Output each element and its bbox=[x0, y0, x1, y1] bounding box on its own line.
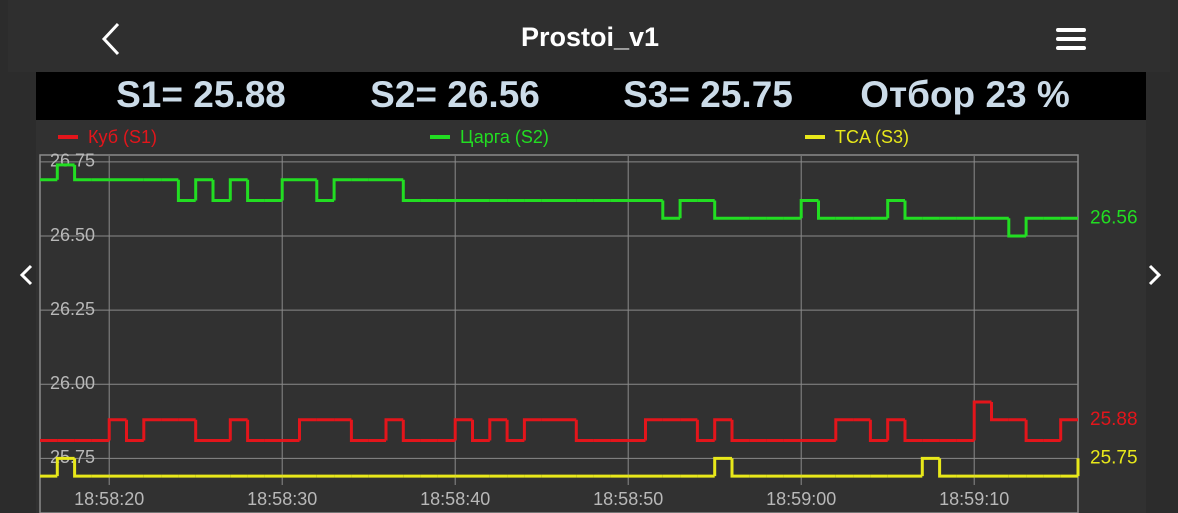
line-segment bbox=[799, 198, 819, 219]
line-segment bbox=[1007, 218, 1027, 238]
line-segment bbox=[488, 418, 508, 441]
line-segment bbox=[125, 419, 144, 443]
x-tick-label: 18:58:20 bbox=[74, 489, 144, 509]
back-button[interactable] bbox=[101, 22, 120, 56]
line-segment bbox=[228, 418, 248, 441]
y-tick-label: 26.00 bbox=[50, 373, 95, 393]
line-segment bbox=[107, 418, 127, 441]
line-segment bbox=[713, 456, 732, 477]
line-segment bbox=[713, 200, 732, 220]
line-segment bbox=[471, 419, 490, 443]
x-tick-label: 18:58:40 bbox=[420, 489, 490, 509]
line-segment bbox=[55, 163, 75, 180]
line-segment bbox=[574, 419, 594, 443]
legend-label: Куб (S1) bbox=[88, 127, 157, 147]
line-segment bbox=[730, 419, 750, 443]
chart-panel bbox=[36, 120, 1146, 513]
line-segment bbox=[817, 200, 836, 220]
line-segment bbox=[280, 178, 300, 201]
line-segment bbox=[938, 458, 957, 478]
line-segment bbox=[315, 179, 335, 202]
end-value-label: 25.75 bbox=[1090, 447, 1138, 468]
line-segment bbox=[73, 458, 92, 478]
line-segment bbox=[298, 418, 317, 441]
next-page[interactable] bbox=[1148, 264, 1162, 286]
top-bar bbox=[8, 0, 1170, 72]
line-segment bbox=[661, 200, 681, 220]
readout-strip bbox=[36, 72, 1146, 120]
legend-label: Царга (S2) bbox=[460, 127, 549, 147]
line-segment bbox=[73, 164, 92, 182]
line-segment bbox=[886, 418, 905, 441]
line-segment bbox=[246, 179, 265, 202]
line-segment bbox=[194, 419, 213, 443]
line-segment bbox=[903, 200, 923, 220]
line-segment bbox=[972, 400, 992, 441]
y-tick-label: 26.25 bbox=[50, 299, 95, 319]
line-segment bbox=[1059, 418, 1078, 441]
end-value-label: 25.88 bbox=[1090, 409, 1138, 430]
line-segment bbox=[142, 418, 162, 441]
screen-title: Prostoi_v1 bbox=[521, 22, 659, 52]
line-segment bbox=[453, 418, 473, 441]
line-segment bbox=[695, 419, 715, 443]
line-segment bbox=[211, 179, 231, 202]
x-tick-label: 18:59:10 bbox=[939, 489, 1009, 509]
line-segment bbox=[713, 418, 732, 441]
line-segment bbox=[401, 179, 421, 202]
legend-label: TCA (S3) bbox=[835, 127, 909, 147]
readout: Отбор 23 % bbox=[860, 74, 1070, 115]
x-tick-label: 18:58:30 bbox=[247, 489, 317, 509]
line-segment bbox=[55, 456, 75, 477]
line-segment bbox=[1024, 216, 1044, 237]
line-segment bbox=[332, 178, 352, 201]
line-segment bbox=[505, 419, 525, 443]
line-segment bbox=[176, 179, 196, 202]
line-segment bbox=[903, 419, 923, 443]
y-tick-label: 26.50 bbox=[50, 225, 95, 245]
line-segment bbox=[644, 418, 663, 441]
line-segment bbox=[730, 458, 750, 478]
line-segment bbox=[990, 402, 1009, 422]
line-segment bbox=[194, 178, 213, 201]
plot-frame bbox=[39, 154, 1079, 513]
menu-button[interactable] bbox=[1056, 28, 1086, 50]
line-segment bbox=[246, 419, 265, 443]
line-segment bbox=[522, 418, 542, 441]
line-segment bbox=[349, 419, 369, 443]
x-tick-label: 18:58:50 bbox=[593, 489, 663, 509]
line-segment bbox=[868, 419, 888, 443]
end-value-label: 26.56 bbox=[1090, 207, 1138, 228]
line-segment bbox=[834, 418, 854, 441]
line-segment bbox=[401, 419, 421, 443]
line-segment bbox=[1024, 419, 1044, 443]
readout: S3= 25.75 bbox=[623, 74, 793, 115]
line-segment bbox=[920, 456, 940, 477]
x-tick-label: 18:59:00 bbox=[766, 489, 836, 509]
readout: S1= 25.88 bbox=[116, 74, 286, 115]
line-segment bbox=[384, 418, 404, 441]
readout: S2= 26.56 bbox=[370, 74, 540, 115]
line-segment bbox=[228, 178, 248, 201]
line-segment bbox=[886, 198, 905, 219]
line-segment bbox=[678, 198, 698, 219]
prev-page[interactable] bbox=[19, 264, 33, 286]
